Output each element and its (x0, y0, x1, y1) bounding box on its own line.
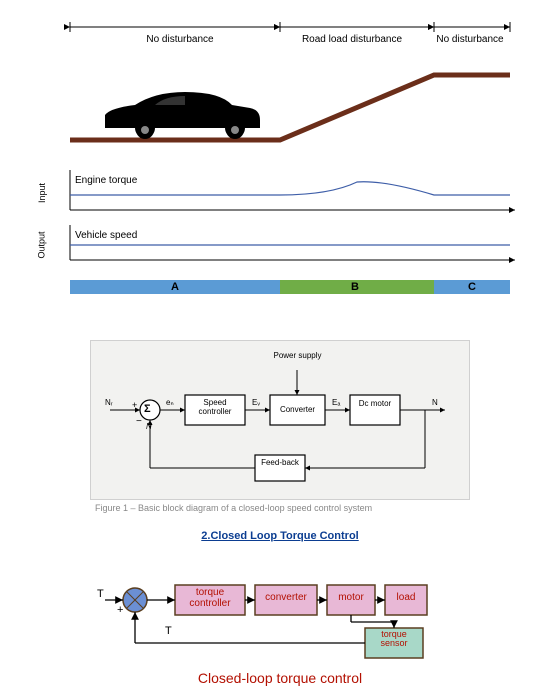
tin-label: T (97, 588, 104, 600)
region-label-b: Road load disturbance (292, 34, 412, 45)
n-out-label: N (432, 398, 438, 407)
torque-caption: Closed-loop torque control (165, 670, 395, 686)
plus-label: + (132, 400, 137, 410)
feedback-label: Feed-back (257, 459, 303, 468)
speed-control-figure: Power supply Σ Speed controller Converte… (90, 340, 470, 515)
ev-label: Eᵥ (252, 398, 260, 407)
torque-control-figure: 2.Closed Loop Torque Control torque cont… (105, 530, 455, 695)
ea-label: Eₐ (332, 398, 340, 407)
output-axis-label: Output (37, 231, 47, 258)
speed-control-svg (90, 340, 470, 500)
car-icon (105, 92, 260, 139)
region-label-a: No disturbance (120, 34, 240, 45)
tplus-label: + (117, 604, 123, 616)
region-span-markers (70, 22, 510, 32)
converter-label: Converter (272, 405, 323, 414)
tsensor-label: torque sensor (367, 630, 421, 648)
torque-control-svg (105, 550, 455, 670)
speed-controller-label: Speed controller (187, 399, 243, 417)
nref-label: Nᵣ (105, 398, 113, 407)
engine-torque-label: Engine torque (75, 175, 137, 186)
region-letter-c: C (462, 281, 482, 293)
tload-label: load (387, 592, 425, 603)
tfb-label: T (165, 625, 172, 637)
tmotor-label: motor (329, 592, 373, 603)
input-axis-label: Input (37, 183, 47, 203)
power-supply-label: Power supply (270, 352, 325, 360)
region-letter-a: A (165, 281, 185, 293)
region-label-c: No disturbance (430, 34, 510, 45)
figure2-caption: Figure 1 – Basic block diagram of a clos… (95, 503, 372, 513)
vehicle-disturbance-figure: No disturbance Road load disturbance No … (40, 20, 520, 310)
nfb-label: N (146, 422, 152, 431)
torque-control-title: 2.Closed Loop Torque Control (165, 530, 395, 542)
tc-label: torque controller (178, 587, 242, 609)
dc-motor-label: Dc motor (352, 400, 398, 409)
minus-label: − (136, 416, 142, 427)
sigma-label: Σ (144, 403, 151, 415)
vehicle-speed-label: Vehicle speed (75, 230, 137, 241)
region-letter-b: B (345, 281, 365, 293)
error-label: eₙ (166, 398, 174, 407)
vehicle-diagram-svg (40, 20, 520, 280)
tconv-label: converter (257, 592, 315, 603)
